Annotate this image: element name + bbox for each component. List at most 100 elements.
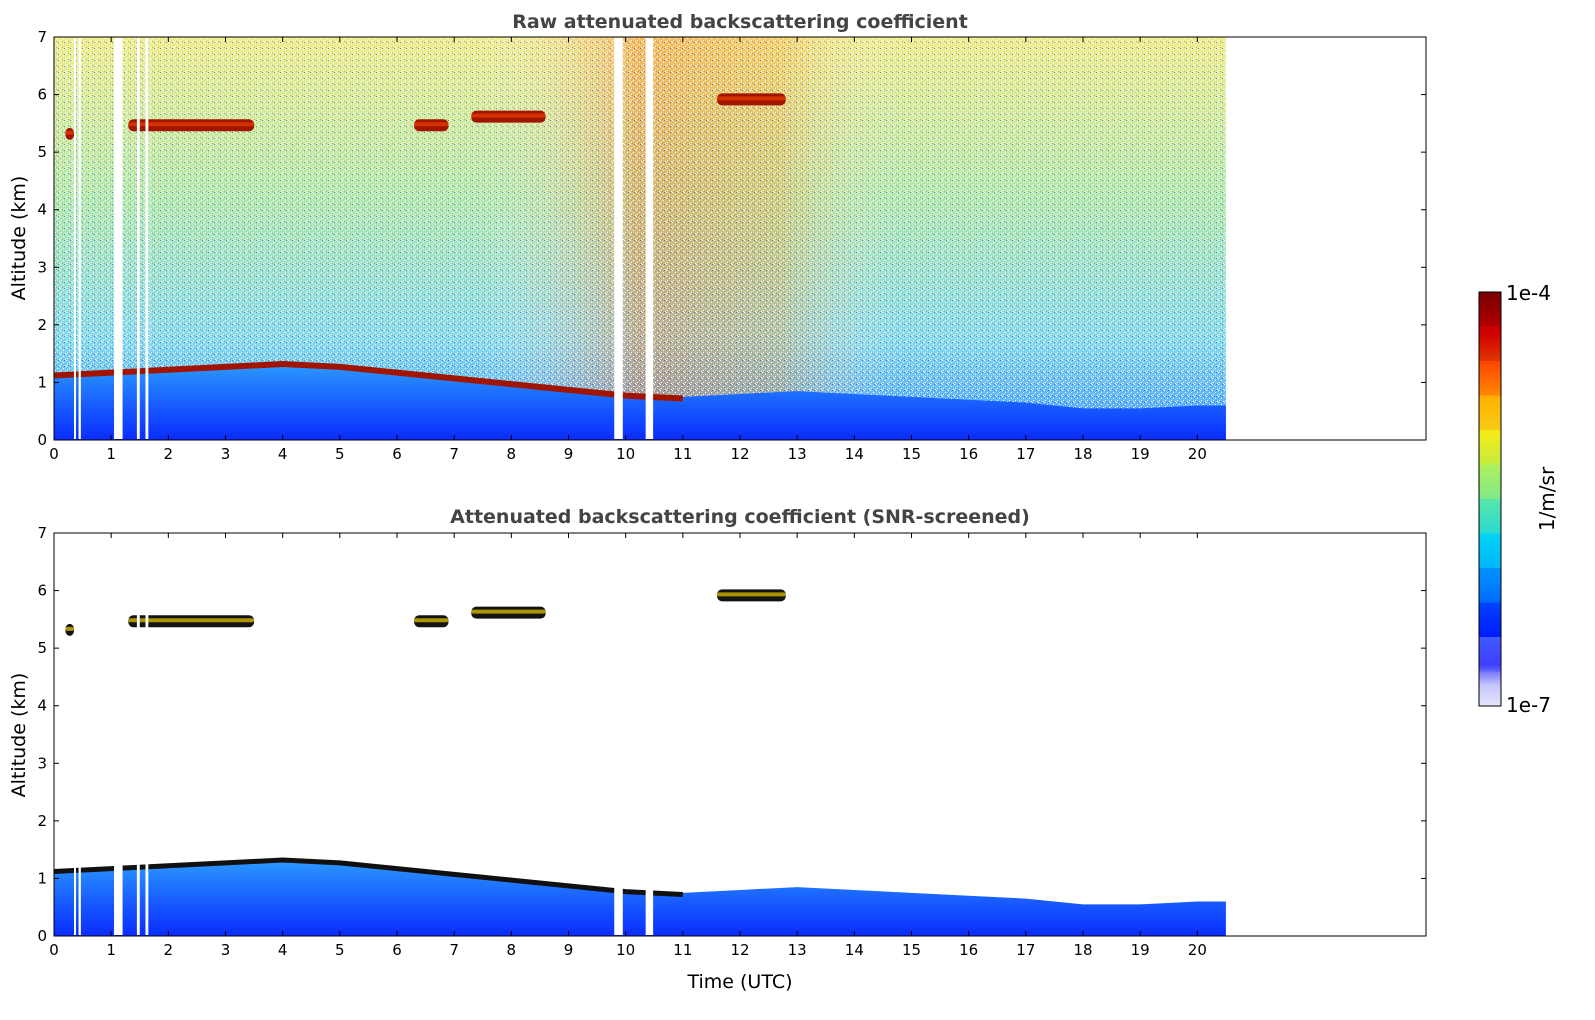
y-tick-label: 0 <box>37 927 47 945</box>
x-tick-label: 4 <box>278 941 288 959</box>
x-tick-label: 3 <box>221 941 231 959</box>
x-tick-label: 6 <box>392 941 402 959</box>
colorbar-band <box>1479 395 1501 430</box>
snr-y-axis: 0 1 2 3 4 5 6 7 <box>37 524 1426 945</box>
raw-backscatter-panel: Raw attenuated backscattering coefficien… <box>8 11 1427 463</box>
colorbar-band <box>1479 499 1501 534</box>
y-tick-label: 6 <box>37 582 47 600</box>
colorbar-band <box>1479 637 1501 672</box>
data-gap <box>645 534 654 935</box>
cloud-layer-core <box>65 626 75 631</box>
y-tick-label: 2 <box>37 812 47 830</box>
x-tick-label: 0 <box>49 445 59 463</box>
x-tick-label: 16 <box>959 941 978 959</box>
x-tick-label: 11 <box>673 941 692 959</box>
x-tick-label: 18 <box>1073 941 1092 959</box>
colorbar-band <box>1479 326 1501 361</box>
data-gap <box>145 534 149 935</box>
x-tick-label: 14 <box>845 445 864 463</box>
x-tick-label: 5 <box>335 445 345 463</box>
data-gap <box>78 38 81 439</box>
x-tick-label: 16 <box>959 445 978 463</box>
x-tick-label: 20 <box>1188 445 1207 463</box>
x-tick-label: 13 <box>788 445 807 463</box>
boundary-layer <box>54 362 1226 440</box>
data-gap <box>114 38 123 439</box>
x-tick-label: 4 <box>278 445 288 463</box>
x-tick-label: 2 <box>164 445 174 463</box>
y-tick-label: 1 <box>37 373 47 391</box>
colorbar-band <box>1479 671 1501 706</box>
raw-y-axis: 0 1 2 3 4 5 6 7 <box>37 28 1426 449</box>
y-tick-label: 7 <box>37 524 47 542</box>
data-gap <box>136 38 140 439</box>
colorbar-min-label: 1e-7 <box>1506 693 1551 717</box>
x-tick-label: 17 <box>1016 941 1035 959</box>
x-tick-label: 14 <box>845 941 864 959</box>
x-tick-label: 3 <box>221 445 231 463</box>
x-tick-label: 15 <box>902 941 921 959</box>
data-gap <box>114 534 123 935</box>
x-tick-label: 7 <box>449 941 459 959</box>
cloud-layer-core <box>414 618 449 623</box>
data-gap <box>145 38 149 439</box>
colorbar-max-label: 1e-4 <box>1506 281 1551 305</box>
data-gap <box>614 38 623 439</box>
y-tick-label: 3 <box>37 754 47 772</box>
x-tick-label: 15 <box>902 445 921 463</box>
x-tick-label: 2 <box>164 941 174 959</box>
data-gap <box>136 534 140 935</box>
aerosol-layer-top <box>53 361 683 402</box>
x-axis-label: Time (UTC) <box>686 971 792 993</box>
boundary-layer <box>54 858 1226 936</box>
cloud-layer-core <box>65 130 75 135</box>
x-tick-label: 7 <box>449 445 459 463</box>
y-tick-label: 2 <box>37 316 47 334</box>
colorbar-band <box>1479 430 1501 465</box>
colorbar-band <box>1479 361 1501 396</box>
raw-plot-area <box>53 37 1226 440</box>
raw-y-axis-label: Altitude (km) <box>8 176 30 301</box>
data-gap <box>74 38 77 439</box>
aerosol-layer-top <box>53 857 683 898</box>
x-tick-label: 11 <box>673 445 692 463</box>
x-tick-label: 18 <box>1073 445 1092 463</box>
x-tick-label: 9 <box>564 445 574 463</box>
x-tick-label: 13 <box>788 941 807 959</box>
data-gap <box>645 38 654 439</box>
snr-panel-title: Attenuated backscattering coefficient (S… <box>450 506 1030 528</box>
x-tick-label: 8 <box>507 445 517 463</box>
colorbar-band <box>1479 533 1501 568</box>
cloud-layer-core <box>717 96 786 101</box>
snr-plot-area <box>53 534 1226 936</box>
snr-y-axis-label: Altitude (km) <box>8 673 30 798</box>
colorbar: 1e-4 1e-7 1/m/sr <box>1478 281 1559 717</box>
y-tick-label: 0 <box>37 431 47 449</box>
data-gap <box>74 534 77 935</box>
colorbar-unit-label: 1/m/sr <box>1535 466 1559 531</box>
snr-x-axis: 0 1 2 3 4 5 6 7 8 9 10 11 12 13 14 15 16 17 18 19 20 <box>49 533 1207 959</box>
colorbar-band <box>1479 464 1501 499</box>
colorbar-band <box>1479 602 1501 637</box>
x-tick-label: 20 <box>1188 941 1207 959</box>
x-tick-label: 19 <box>1131 941 1150 959</box>
x-tick-label: 17 <box>1016 445 1035 463</box>
raw-panel-title: Raw attenuated backscattering coefficien… <box>512 11 968 33</box>
y-tick-label: 1 <box>37 869 47 887</box>
x-tick-label: 12 <box>730 941 749 959</box>
y-tick-label: 3 <box>37 258 47 276</box>
x-tick-label: 10 <box>616 445 635 463</box>
colorbar-band <box>1479 568 1501 603</box>
y-tick-label: 7 <box>37 28 47 46</box>
x-tick-label: 1 <box>106 941 116 959</box>
cloud-layer-core <box>128 618 255 623</box>
x-tick-label: 19 <box>1131 445 1150 463</box>
y-tick-label: 6 <box>37 86 47 104</box>
x-tick-label: 8 <box>507 941 517 959</box>
cloud-layer-core <box>471 609 546 614</box>
data-gap <box>78 534 81 935</box>
y-tick-label: 5 <box>37 143 47 161</box>
x-tick-label: 0 <box>49 941 59 959</box>
colorbar-band <box>1479 292 1501 327</box>
